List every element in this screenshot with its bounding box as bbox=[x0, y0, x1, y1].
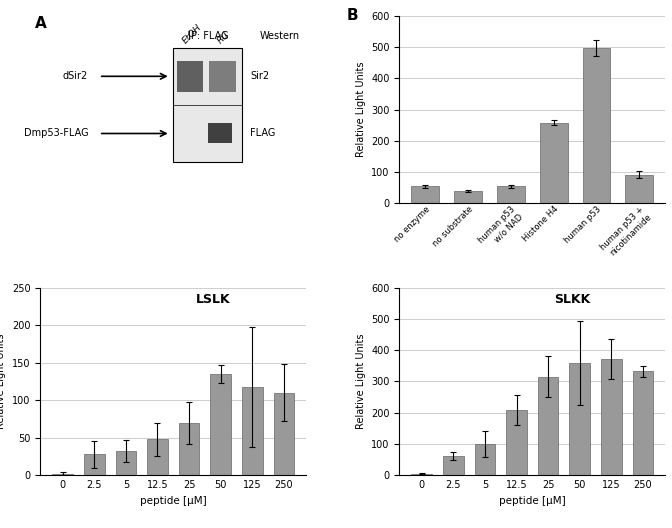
Bar bbox=[116, 451, 136, 475]
Bar bbox=[274, 393, 294, 475]
Bar bbox=[601, 359, 622, 475]
Bar bbox=[179, 423, 200, 475]
Bar bbox=[569, 363, 590, 475]
Bar bbox=[173, 48, 243, 162]
Y-axis label: Relative Light Units: Relative Light Units bbox=[355, 62, 366, 157]
Text: Sir2: Sir2 bbox=[251, 71, 269, 81]
Text: dSir2: dSir2 bbox=[63, 71, 88, 81]
Bar bbox=[411, 186, 439, 203]
Bar bbox=[84, 454, 105, 475]
Text: A: A bbox=[35, 16, 47, 31]
Bar bbox=[506, 410, 527, 475]
Bar bbox=[177, 61, 203, 92]
Bar bbox=[208, 124, 232, 144]
Bar bbox=[632, 372, 653, 475]
Text: LSLK: LSLK bbox=[196, 294, 230, 306]
Bar bbox=[210, 374, 231, 475]
Bar bbox=[209, 61, 235, 92]
Text: Western: Western bbox=[259, 31, 300, 41]
Bar bbox=[497, 186, 525, 203]
Bar bbox=[242, 386, 263, 475]
Bar bbox=[147, 439, 168, 475]
Bar bbox=[52, 474, 73, 475]
Bar bbox=[540, 122, 568, 203]
Text: FLAG: FLAG bbox=[251, 128, 276, 138]
Text: Dmp53-FLAG: Dmp53-FLAG bbox=[24, 128, 88, 138]
Text: RU: RU bbox=[215, 31, 230, 46]
Y-axis label: Relative Light Units: Relative Light Units bbox=[355, 334, 366, 429]
Bar bbox=[538, 377, 558, 475]
Text: B: B bbox=[346, 8, 358, 23]
Bar bbox=[454, 191, 482, 203]
Bar bbox=[411, 474, 432, 475]
Bar bbox=[583, 48, 610, 203]
Text: IP: FLAG: IP: FLAG bbox=[187, 31, 228, 41]
Bar bbox=[474, 444, 495, 475]
Text: SLKK: SLKK bbox=[554, 294, 590, 306]
X-axis label: peptide [μM]: peptide [μM] bbox=[499, 496, 566, 506]
Bar bbox=[443, 456, 464, 475]
X-axis label: peptide [μM]: peptide [μM] bbox=[140, 496, 207, 506]
Y-axis label: Relative Light Units: Relative Light Units bbox=[0, 334, 7, 429]
Text: EtOH: EtOH bbox=[181, 23, 204, 46]
Bar bbox=[626, 175, 653, 203]
